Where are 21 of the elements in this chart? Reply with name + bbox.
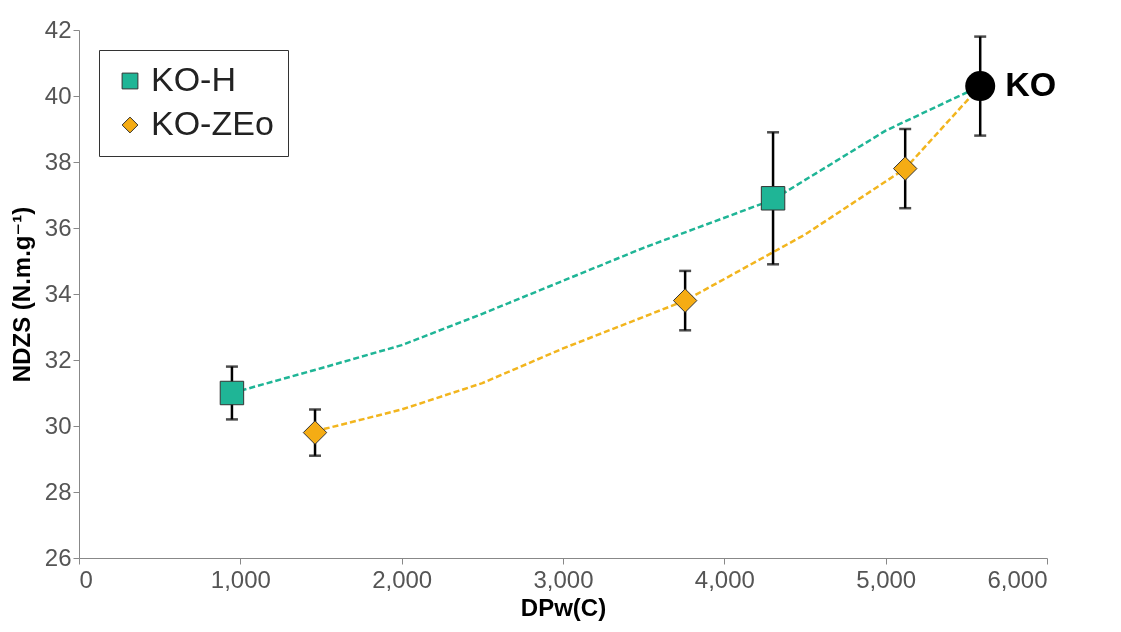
x-axis-title: DPw(C) [520,593,607,621]
x-tick-label: 1,000 [210,565,271,593]
y-tick-label: 34 [44,279,72,307]
x-tick-label: 2,000 [372,565,433,593]
y-tick-label: 30 [44,411,72,439]
y-tick-label: 36 [44,213,72,241]
y-tick-label: 42 [44,15,72,43]
y-tick-label: 28 [44,477,72,505]
y-tick-label: 38 [44,147,72,175]
x-tick-label: 3,000 [533,565,594,593]
annotation: KO [1005,65,1057,104]
legend-label: KO-H [151,60,236,98]
y-tick-label: 32 [44,345,72,373]
y-axis-title: NDZS (N.m.g⁻¹) [7,206,35,383]
x-tick-label: 4,000 [694,565,755,593]
x-tick-label: 5,000 [856,565,917,593]
legend-label: KO-ZEo [151,104,274,142]
y-tick-label: 26 [44,543,72,571]
y-tick-label: 40 [44,81,72,109]
x-tick-label: 0 [79,565,93,593]
x-tick-label: 6,000 [987,565,1048,593]
